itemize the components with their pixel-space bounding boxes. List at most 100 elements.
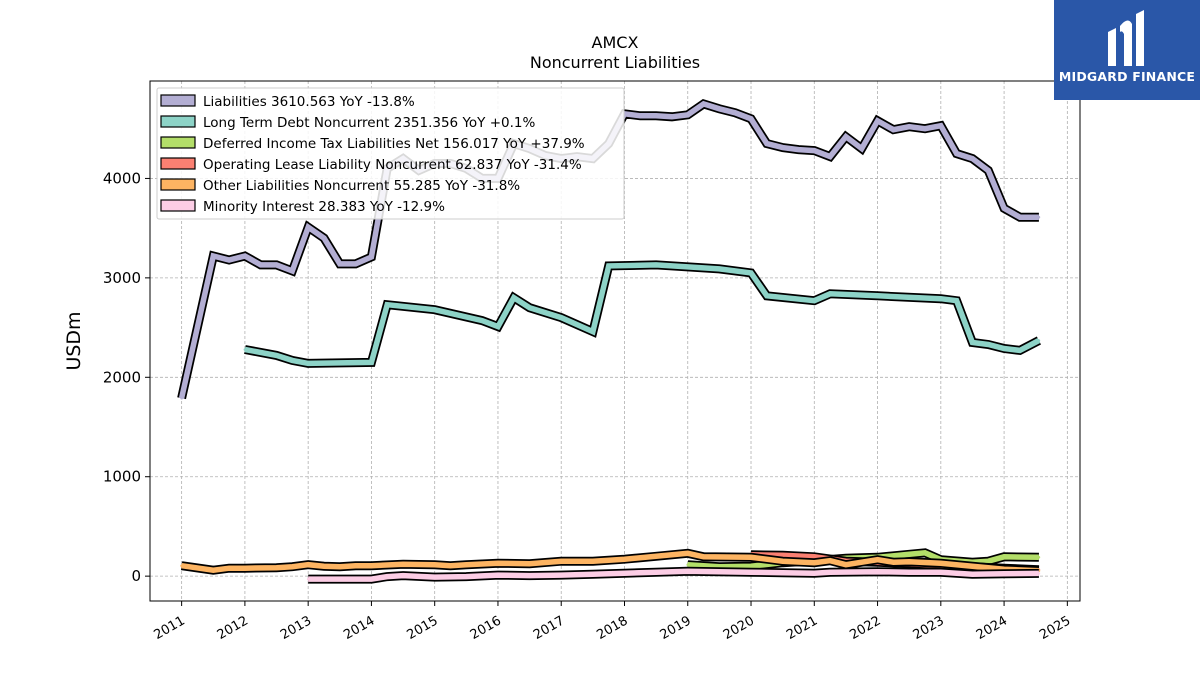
data-point bbox=[923, 127, 927, 130]
data-point bbox=[370, 361, 373, 364]
data-point bbox=[718, 267, 721, 271]
data-point bbox=[765, 294, 769, 298]
data-point bbox=[971, 341, 974, 344]
chart-title: AMCX bbox=[592, 33, 639, 52]
data-point bbox=[813, 555, 816, 559]
legend-label: Operating Lease Liability Noncurrent 62.… bbox=[203, 157, 582, 173]
data-point bbox=[322, 564, 326, 568]
y-axis-label: USDm bbox=[63, 311, 85, 370]
legend-box bbox=[156, 87, 625, 220]
data-point bbox=[876, 294, 879, 298]
legend-label: Liabilities 3610.563 YoY -13.8% bbox=[203, 94, 415, 110]
data-point bbox=[702, 102, 705, 106]
data-point bbox=[496, 561, 500, 565]
series-line bbox=[244, 262, 1041, 367]
data-point bbox=[923, 551, 927, 555]
data-point bbox=[465, 575, 468, 578]
x-tick-label: 2013 bbox=[278, 613, 314, 643]
data-point bbox=[702, 555, 705, 559]
data-point bbox=[686, 552, 690, 555]
data-point bbox=[1037, 339, 1041, 342]
legend-label: Deferred Income Tax Liabilities Net 156.… bbox=[203, 136, 585, 152]
data-point bbox=[354, 564, 357, 567]
legend-swatch bbox=[160, 94, 196, 107]
logo-text: MIDGARD FINANCE bbox=[1058, 69, 1196, 84]
data-point bbox=[781, 146, 784, 149]
data-point bbox=[971, 157, 974, 160]
data-point bbox=[749, 564, 753, 568]
data-point bbox=[907, 560, 911, 563]
x-tick-label: 2011 bbox=[151, 613, 187, 643]
data-point bbox=[654, 263, 658, 267]
data-point bbox=[1018, 349, 1022, 352]
x-axis: 2011 2012 2013 2014 2015 2016 2017 2018 2019 2020… bbox=[151, 601, 1073, 643]
data-point bbox=[828, 559, 832, 562]
data-point bbox=[465, 563, 468, 566]
legend-swatch bbox=[160, 115, 196, 128]
data-point bbox=[955, 299, 958, 303]
data-point bbox=[939, 570, 943, 574]
data-point bbox=[559, 316, 563, 319]
data-point bbox=[686, 563, 690, 566]
data-point bbox=[828, 155, 832, 158]
x-tick-label: 2023 bbox=[911, 613, 947, 643]
data-point bbox=[623, 571, 626, 575]
logo-mark-icon bbox=[1108, 10, 1144, 67]
x-tick-label: 2014 bbox=[341, 613, 377, 643]
data-point bbox=[939, 297, 943, 301]
data-point bbox=[275, 566, 278, 569]
data-point bbox=[828, 570, 832, 574]
data-point bbox=[654, 555, 658, 558]
data-point bbox=[781, 559, 784, 563]
data-point bbox=[591, 330, 595, 333]
data-point bbox=[528, 306, 531, 310]
y-tick-label: 4000 bbox=[103, 169, 141, 187]
data-point bbox=[1037, 215, 1041, 219]
data-point bbox=[718, 570, 721, 573]
x-tick-label: 2016 bbox=[468, 613, 504, 643]
data-point bbox=[227, 258, 231, 262]
x-tick-label: 2020 bbox=[721, 613, 757, 643]
data-point bbox=[291, 269, 294, 273]
data-point bbox=[370, 255, 373, 259]
data-point bbox=[559, 559, 563, 563]
data-point bbox=[639, 114, 642, 118]
data-point bbox=[259, 263, 263, 267]
data-point bbox=[718, 107, 721, 111]
data-point bbox=[306, 225, 310, 229]
data-point bbox=[781, 554, 784, 557]
legend-label: Long Term Debt Noncurrent 2351.356 YoY +… bbox=[203, 115, 535, 131]
x-tick-label: 2012 bbox=[215, 613, 251, 643]
data-point bbox=[987, 559, 990, 563]
data-point bbox=[243, 348, 247, 351]
data-point bbox=[907, 553, 911, 556]
data-point bbox=[813, 299, 816, 303]
data-point bbox=[338, 577, 342, 581]
data-point bbox=[496, 573, 500, 577]
data-point bbox=[971, 572, 974, 576]
data-point bbox=[291, 565, 294, 568]
data-point bbox=[892, 560, 895, 564]
data-point bbox=[987, 169, 990, 172]
data-point bbox=[749, 570, 753, 574]
x-tick-label: 2022 bbox=[847, 613, 883, 643]
data-point bbox=[338, 262, 342, 266]
chart-subtitle: Noncurrent Liabilities bbox=[530, 53, 700, 72]
legend-swatch bbox=[160, 136, 196, 149]
data-point bbox=[180, 564, 183, 567]
y-axis: 0 1000 2000 3000 4000 bbox=[103, 169, 150, 585]
data-point bbox=[813, 571, 816, 575]
data-point bbox=[1002, 347, 1006, 350]
data-point bbox=[496, 325, 500, 328]
x-tick-label: 2021 bbox=[784, 613, 820, 643]
series-line bbox=[308, 568, 1039, 582]
data-point bbox=[955, 152, 958, 155]
data-point bbox=[797, 148, 800, 151]
data-point bbox=[813, 149, 816, 152]
data-point bbox=[322, 236, 326, 240]
data-point bbox=[433, 308, 437, 312]
legend-swatch bbox=[160, 199, 196, 212]
data-point bbox=[243, 566, 247, 570]
y-tick-label: 3000 bbox=[103, 269, 141, 287]
